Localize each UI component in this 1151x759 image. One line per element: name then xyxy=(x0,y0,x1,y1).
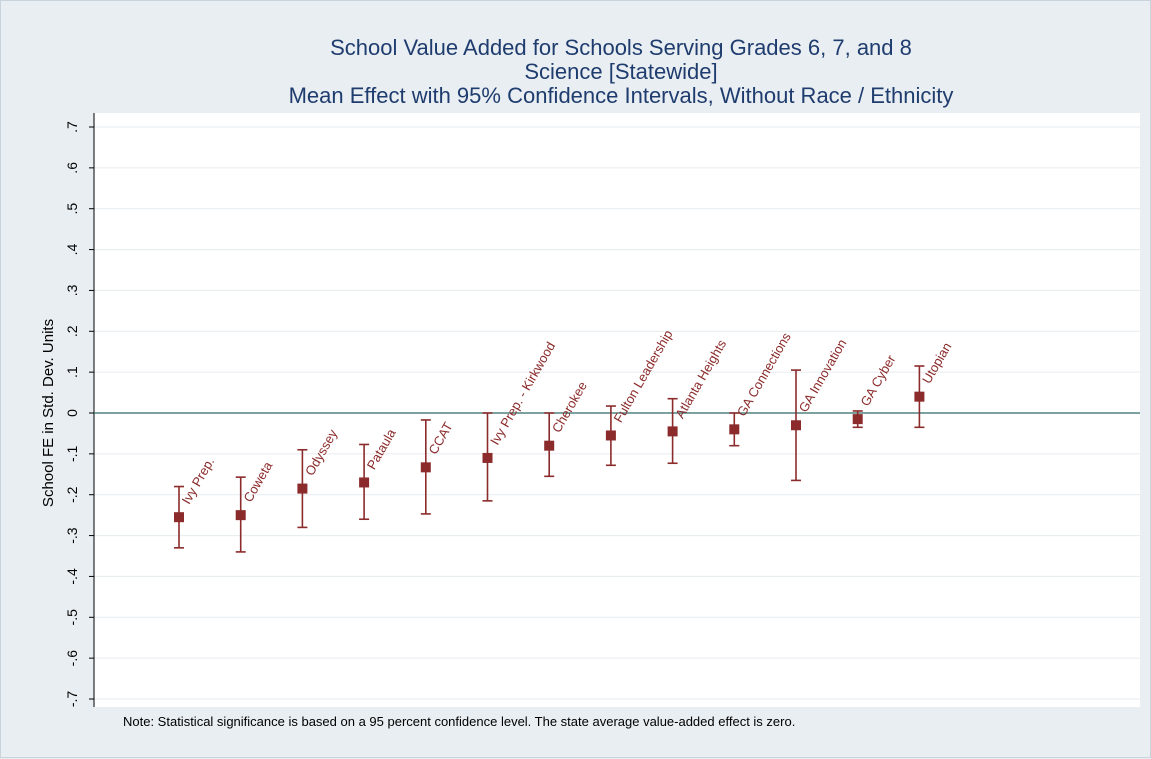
y-tick-label: .7 xyxy=(64,121,80,133)
y-tick-label: -.7 xyxy=(64,691,80,708)
mean-marker xyxy=(297,483,308,494)
y-tick-label: -.1 xyxy=(64,445,80,462)
y-tick-label: -.4 xyxy=(64,568,80,585)
chart-subtitle: Science [Statewide] xyxy=(524,59,718,84)
y-tick-label: .4 xyxy=(64,244,80,256)
mean-marker xyxy=(605,430,616,441)
mean-marker xyxy=(482,452,493,463)
y-axis-title: School FE in Std. Dev. Units xyxy=(40,319,57,507)
y-tick-label: .5 xyxy=(64,203,80,215)
mean-marker xyxy=(729,424,740,435)
mean-marker xyxy=(359,477,370,488)
mean-marker xyxy=(174,512,184,523)
mean-marker xyxy=(420,462,431,473)
mean-marker xyxy=(852,414,863,425)
mean-marker xyxy=(544,440,555,451)
mean-marker xyxy=(914,391,925,402)
chart-title: School Value Added for Schools Serving G… xyxy=(330,35,912,60)
mean-marker xyxy=(667,426,678,437)
y-tick-label: -.3 xyxy=(64,527,80,544)
y-tick-label: -.6 xyxy=(64,650,80,667)
mean-marker xyxy=(235,510,246,521)
y-tick-label: -.2 xyxy=(64,486,80,503)
y-tick-label: .2 xyxy=(64,325,80,337)
chart-note: Note: Statistical significance is based … xyxy=(123,714,796,729)
y-tick-label: .3 xyxy=(64,284,80,296)
y-tick-label: 0 xyxy=(64,409,80,417)
y-tick-label: .6 xyxy=(64,162,80,174)
chart-subtitle-2: Mean Effect with 95% Confidence Interval… xyxy=(288,83,954,108)
y-tick-label: -.5 xyxy=(64,609,80,626)
y-tick-label: .1 xyxy=(64,366,80,378)
mean-marker xyxy=(791,420,801,431)
plot-area xyxy=(94,113,1140,707)
